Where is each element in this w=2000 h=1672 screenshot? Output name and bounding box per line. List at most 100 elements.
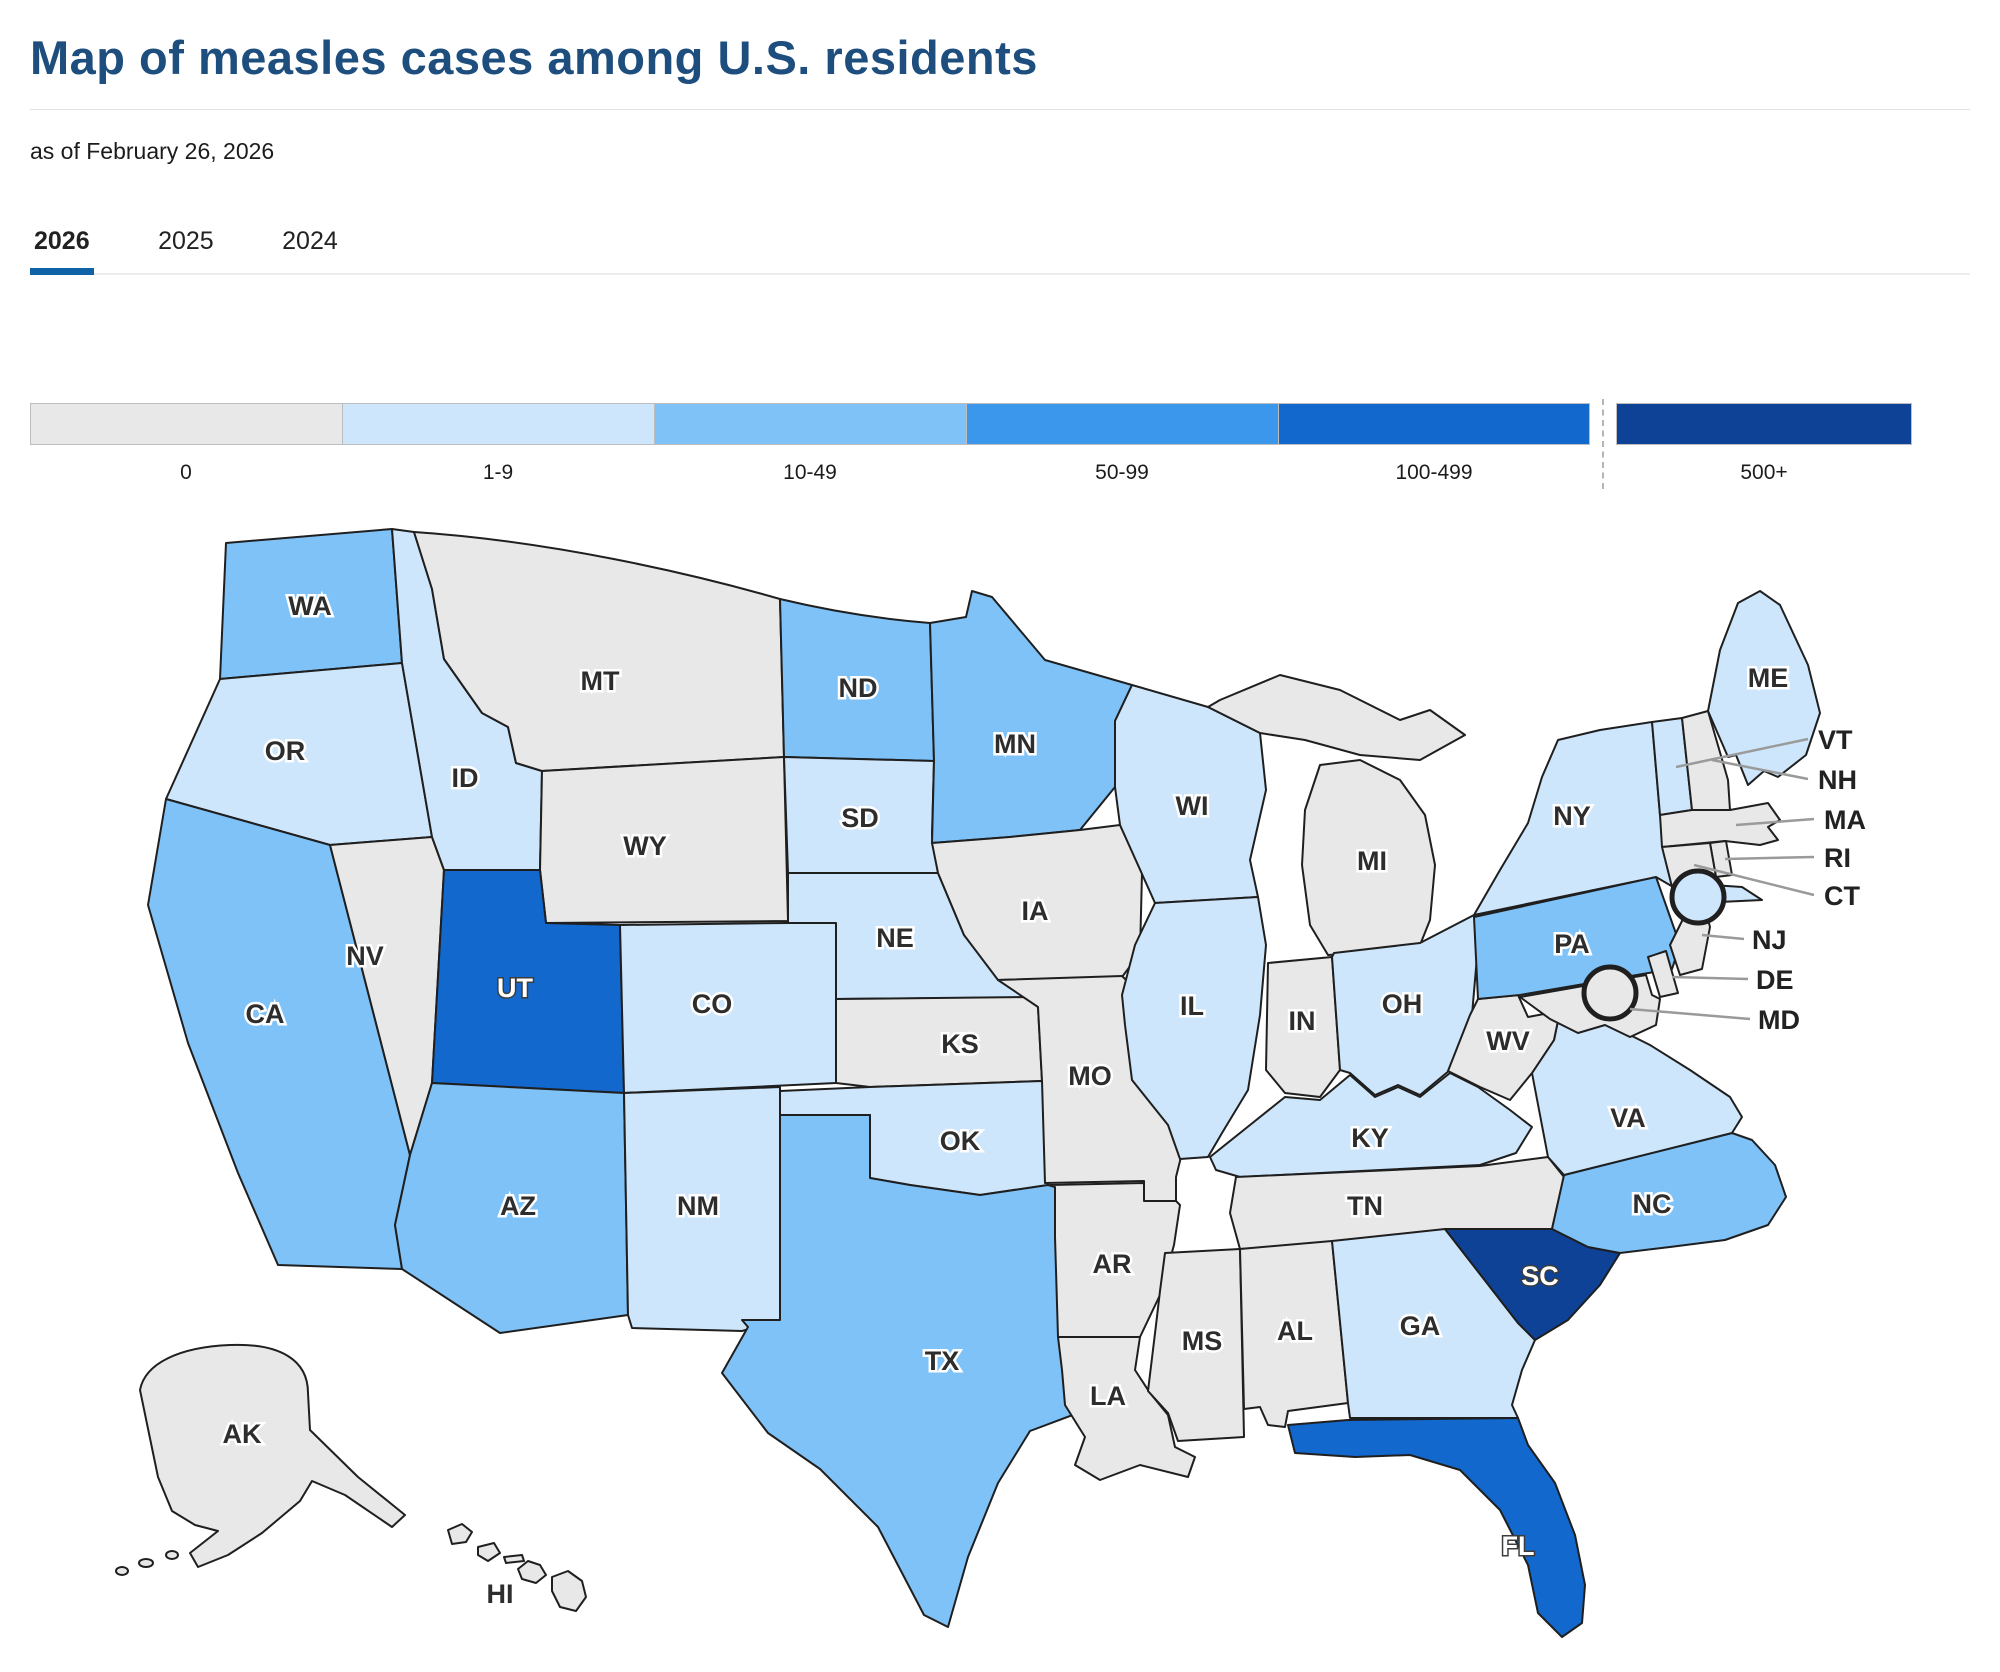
legend-label-500: 500+ [1740,461,1788,484]
state-wi-label: WI [1176,791,1209,821]
legend-bin-50-99: 50-99 [966,403,1278,485]
legend-label-50-99: 50-99 [1095,461,1149,484]
legend-swatch-1-9 [342,403,654,445]
state-wy[interactable] [539,756,789,924]
title-divider [30,109,1970,110]
legend-label-10-49: 10-49 [783,461,837,484]
state-mi-upper[interactable] [1207,674,1466,761]
vt-leader-line [1675,737,1809,769]
state-mn-label: MN [994,729,1036,759]
state-mn[interactable] [929,590,1133,844]
state-mi-lower[interactable] [1301,759,1436,956]
state-nc-label: NC [1633,1189,1672,1219]
state-ny-label: NY [1553,801,1591,831]
state-ok-label: OK [940,1126,981,1156]
legend-label-100-499: 100-499 [1395,461,1473,484]
legend-swatch-10-49 [654,403,966,445]
state-ak-group [115,1343,406,1576]
as-of-date: as of February 26, 2026 [30,138,275,164]
state-co-label: CO [692,989,733,1019]
state-id-label: ID [452,763,479,793]
state-me-label: ME [1748,663,1789,693]
state-labels-layer: WA OR CA NV ID MT WY UT CO AZ NM ND SD N… [220,589,1791,1612]
legend-label-1-9: 1-9 [482,461,514,484]
legend-swatch-50-99 [966,403,1278,445]
nh-leader-line [1711,758,1809,781]
tab-2025[interactable]: 2025 [158,227,214,255]
state-oh-label: OH [1382,989,1423,1019]
state-al-label: AL [1277,1316,1313,1346]
state-mi-label: MI [1357,846,1387,876]
state-hi-maui[interactable] [517,1560,547,1584]
state-ak-island-3 [165,1550,179,1560]
state-hi-big-island[interactable] [551,1570,587,1612]
map-svg: WA OR CA NV ID MT WY UT CO AZ NM ND SD N… [115,528,1866,1638]
legend-divider [1590,399,1616,489]
legend-bin-100-499: 100-499 [1278,403,1590,485]
nj-leader-label: NJ [1752,925,1787,955]
legend-bin-0: 0 [30,403,342,485]
legend-label-0: 0 [180,461,192,484]
state-wa-label: WA [288,591,332,621]
tab-2026[interactable]: 2026 [30,227,94,275]
state-az-label: AZ [500,1191,536,1221]
nj-leader-line [1701,933,1745,941]
state-ks[interactable] [835,996,1043,1088]
state-wv-label: WV [1486,1026,1530,1056]
state-nc[interactable] [1551,1132,1787,1254]
state-tx-label: TX [925,1346,960,1376]
ri-leader-line [1724,855,1815,861]
state-la-label: LA [1090,1381,1126,1411]
state-mt[interactable] [413,531,785,772]
state-hi-group [447,1523,587,1612]
tab-2024[interactable]: 2024 [282,227,338,255]
state-wy-label: WY [623,831,667,861]
legend-bin-500: 500+ [1616,403,1912,485]
state-hi-molokai[interactable] [503,1554,525,1564]
ri-leader-label: RI [1824,843,1851,873]
state-ne-label: NE [876,923,914,953]
state-il[interactable] [1121,896,1267,1160]
state-hi-oahu[interactable] [477,1542,501,1562]
de-leader-line [1671,975,1749,981]
state-ca-label: CA [246,999,285,1029]
state-wi[interactable] [1114,684,1267,904]
legend-bar: 0 1-9 10-49 50-99 100-499 500+ [30,399,1914,489]
ma-leader-line [1735,817,1815,827]
state-ak-island-2 [138,1558,154,1568]
state-va-label: VA [1610,1103,1646,1133]
vt-leader-label: VT [1818,725,1853,755]
state-tx[interactable] [721,1114,1107,1628]
state-de[interactable] [1647,950,1679,998]
state-fl-label: FL [1502,1531,1535,1561]
md-leader-line [1629,1007,1751,1021]
state-ak-label: AK [223,1419,262,1449]
state-ia-label: IA [1022,896,1049,926]
state-fl[interactable] [1287,1417,1586,1638]
state-ms-label: MS [1182,1326,1223,1356]
state-ks-label: KS [941,1029,979,1059]
metro-area-circle-northeast[interactable] [1669,868,1727,926]
states-layer [115,528,1821,1638]
state-la[interactable] [1057,1336,1196,1481]
state-nm[interactable] [623,1086,781,1332]
state-nm-label: NM [677,1191,719,1221]
state-il-label: IL [1180,991,1204,1021]
state-hi-kauai[interactable] [447,1523,473,1545]
page-title: Map of measles cases among U.S. resident… [30,31,1038,84]
state-ut-label: UT [497,973,533,1003]
ct-leader-label: CT [1824,881,1860,911]
legend-bin-1-9: 1-9 [342,403,654,485]
nh-leader-label: NH [1818,765,1857,795]
state-mi-group [1207,674,1466,956]
state-ar-label: AR [1093,1249,1132,1279]
metro-area-circle-midatlantic[interactable] [1581,964,1639,1022]
state-me[interactable] [1707,590,1821,786]
state-nv-label: NV [346,941,384,971]
state-nd-label: ND [839,673,878,703]
state-hi-label: HI [487,1579,514,1609]
state-ky-label: KY [1351,1123,1389,1153]
state-ak[interactable] [139,1343,406,1568]
leader-lines-layer: VT NH MA RI CT NJ DE MD [1629,725,1866,1035]
legend: 0 1-9 10-49 50-99 100-499 500+ [30,399,1970,489]
